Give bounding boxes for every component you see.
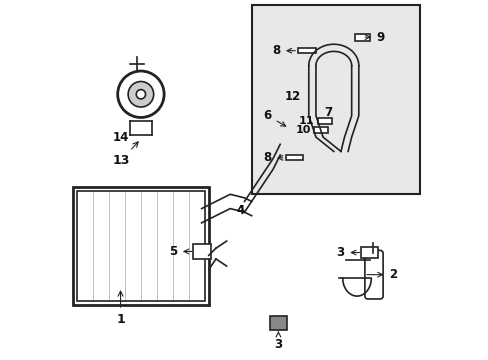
Text: 4: 4 <box>236 204 244 217</box>
Circle shape <box>128 81 153 107</box>
Circle shape <box>118 71 164 117</box>
FancyBboxPatch shape <box>251 5 419 194</box>
FancyBboxPatch shape <box>269 316 286 330</box>
Text: 14: 14 <box>113 131 129 144</box>
Text: 2: 2 <box>366 268 396 281</box>
Bar <box>354 33 369 41</box>
Text: 11: 11 <box>298 116 313 126</box>
Bar <box>298 48 315 53</box>
Text: 3: 3 <box>274 332 282 351</box>
Bar <box>77 191 205 301</box>
Text: 9: 9 <box>365 31 384 44</box>
Text: 6: 6 <box>263 109 285 126</box>
Text: 1: 1 <box>116 291 124 326</box>
Text: 12: 12 <box>284 90 300 103</box>
Text: 5: 5 <box>168 245 191 258</box>
Bar <box>317 118 331 124</box>
Bar <box>313 127 328 133</box>
Text: 7: 7 <box>324 106 332 120</box>
FancyBboxPatch shape <box>361 247 377 258</box>
Bar <box>73 187 208 305</box>
FancyBboxPatch shape <box>192 244 210 258</box>
Text: 8: 8 <box>263 151 282 165</box>
Text: 8: 8 <box>271 44 295 57</box>
Text: 10: 10 <box>295 125 310 135</box>
Bar <box>285 155 303 160</box>
Text: 3: 3 <box>336 246 359 259</box>
Circle shape <box>136 90 145 99</box>
FancyBboxPatch shape <box>364 250 382 299</box>
Text: 13: 13 <box>112 142 138 167</box>
